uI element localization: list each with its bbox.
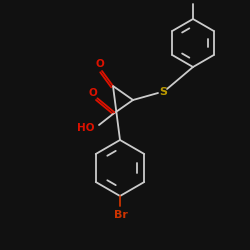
- Text: O: O: [88, 88, 98, 98]
- Text: O: O: [96, 59, 104, 69]
- Text: S: S: [159, 87, 167, 97]
- Text: HO: HO: [77, 123, 95, 133]
- Text: Br: Br: [114, 210, 128, 220]
